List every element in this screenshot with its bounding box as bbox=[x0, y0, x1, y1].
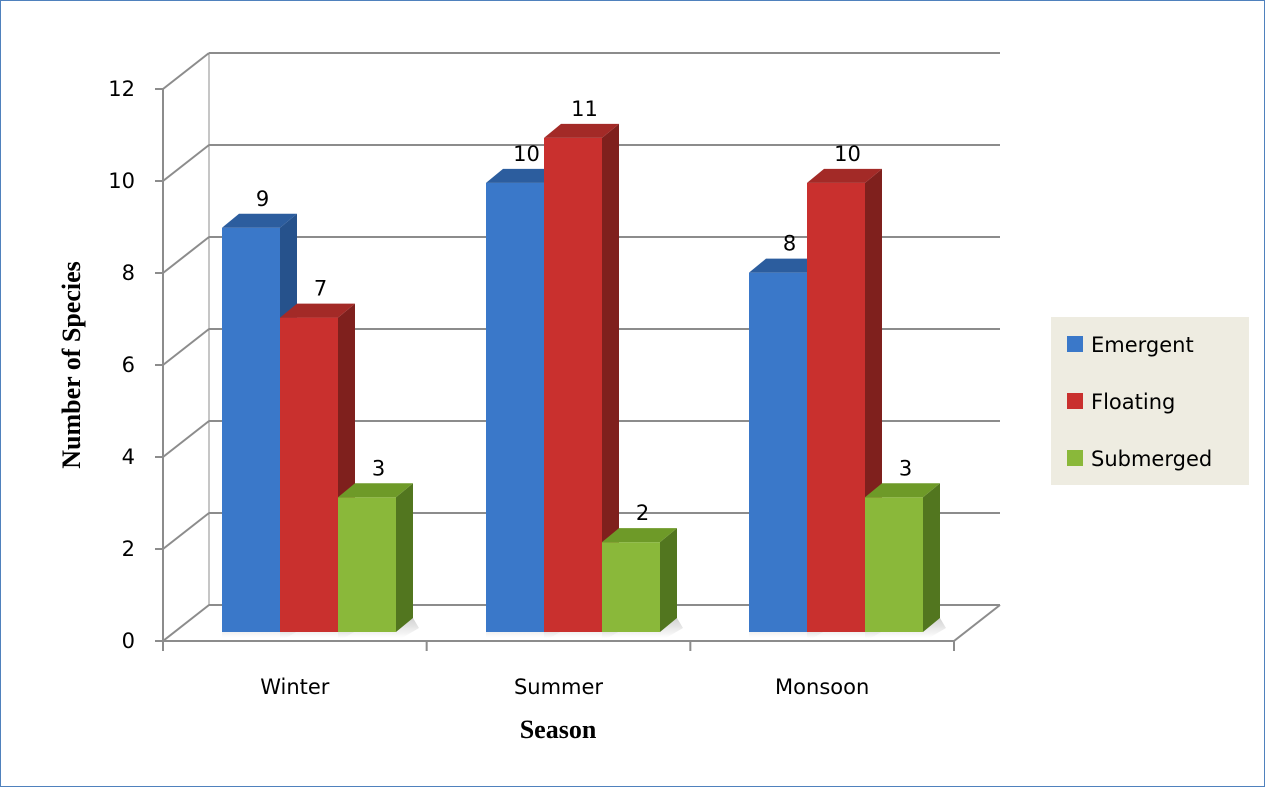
bar-top bbox=[222, 213, 297, 228]
gridline-connector bbox=[162, 512, 210, 550]
data-label: 3 bbox=[372, 456, 385, 480]
legend-label: Emergent bbox=[1091, 333, 1194, 357]
legend-swatch bbox=[1067, 393, 1083, 409]
data-label: 9 bbox=[256, 187, 269, 211]
legend-box bbox=[1051, 317, 1249, 485]
floor-edge bbox=[953, 604, 1001, 642]
bar-shadow bbox=[602, 618, 683, 638]
y-axis-title: Number of Species bbox=[57, 261, 86, 469]
bar bbox=[749, 272, 807, 632]
bar-top bbox=[749, 258, 824, 273]
bar bbox=[486, 182, 544, 633]
y-tick-label: 12 bbox=[108, 77, 135, 101]
gridline-connector bbox=[162, 420, 210, 458]
bar-top bbox=[544, 123, 619, 138]
y-tick-label: 0 bbox=[122, 629, 135, 653]
y-tick-label: 8 bbox=[122, 261, 135, 285]
data-label: 3 bbox=[899, 456, 912, 480]
x-tick-label: Monsoon bbox=[775, 675, 869, 699]
data-label: 8 bbox=[783, 232, 796, 256]
y-tick-label: 10 bbox=[108, 169, 135, 193]
bar bbox=[602, 542, 660, 632]
bar-side bbox=[602, 123, 619, 633]
y-tick-label: 6 bbox=[122, 353, 135, 377]
bar bbox=[280, 317, 338, 632]
gridline-connector bbox=[162, 236, 210, 274]
y-tick-label: 2 bbox=[122, 537, 135, 561]
bar bbox=[807, 182, 865, 633]
axis-layer: 0 2 4 6 8 10 12 Winter Summer Monsoon bbox=[108, 77, 955, 699]
legend-label: Floating bbox=[1091, 390, 1175, 414]
x-axis-title: Season bbox=[520, 715, 597, 744]
gridline-connector bbox=[162, 328, 210, 366]
data-label: 2 bbox=[636, 501, 649, 525]
legend-swatch bbox=[1067, 450, 1083, 466]
x-tick-label: Summer bbox=[514, 675, 603, 699]
legend-label: Submerged bbox=[1091, 447, 1212, 471]
bar-shadow bbox=[865, 618, 946, 638]
gridline-connector bbox=[162, 604, 210, 642]
y-tick-label: 4 bbox=[122, 445, 135, 469]
label-layer: 9 7 3 10 11 2 8 10 3 bbox=[256, 97, 912, 525]
gridline-connector bbox=[162, 52, 210, 90]
legend-swatch bbox=[1067, 336, 1083, 352]
bar-layer bbox=[222, 123, 946, 638]
bar-top bbox=[486, 168, 561, 183]
x-tick-label: Winter bbox=[260, 675, 330, 699]
bar bbox=[865, 497, 923, 632]
bar bbox=[222, 227, 280, 632]
bar-shadow bbox=[338, 618, 419, 638]
bar-top bbox=[602, 528, 677, 543]
data-label: 10 bbox=[513, 142, 540, 166]
bar-top bbox=[865, 483, 940, 498]
bar-side bbox=[923, 483, 940, 632]
bar bbox=[338, 497, 396, 632]
bar-side bbox=[660, 528, 677, 632]
data-label: 7 bbox=[314, 277, 327, 301]
data-label: 11 bbox=[571, 97, 598, 121]
bar-top bbox=[280, 303, 355, 318]
legend: Emergent Floating Submerged bbox=[1051, 317, 1249, 485]
bar-top bbox=[338, 483, 413, 498]
gridline-connector bbox=[162, 144, 210, 182]
bar bbox=[544, 137, 602, 632]
data-label: 10 bbox=[834, 142, 861, 166]
bar-top bbox=[807, 168, 882, 183]
bar-side bbox=[396, 483, 413, 632]
